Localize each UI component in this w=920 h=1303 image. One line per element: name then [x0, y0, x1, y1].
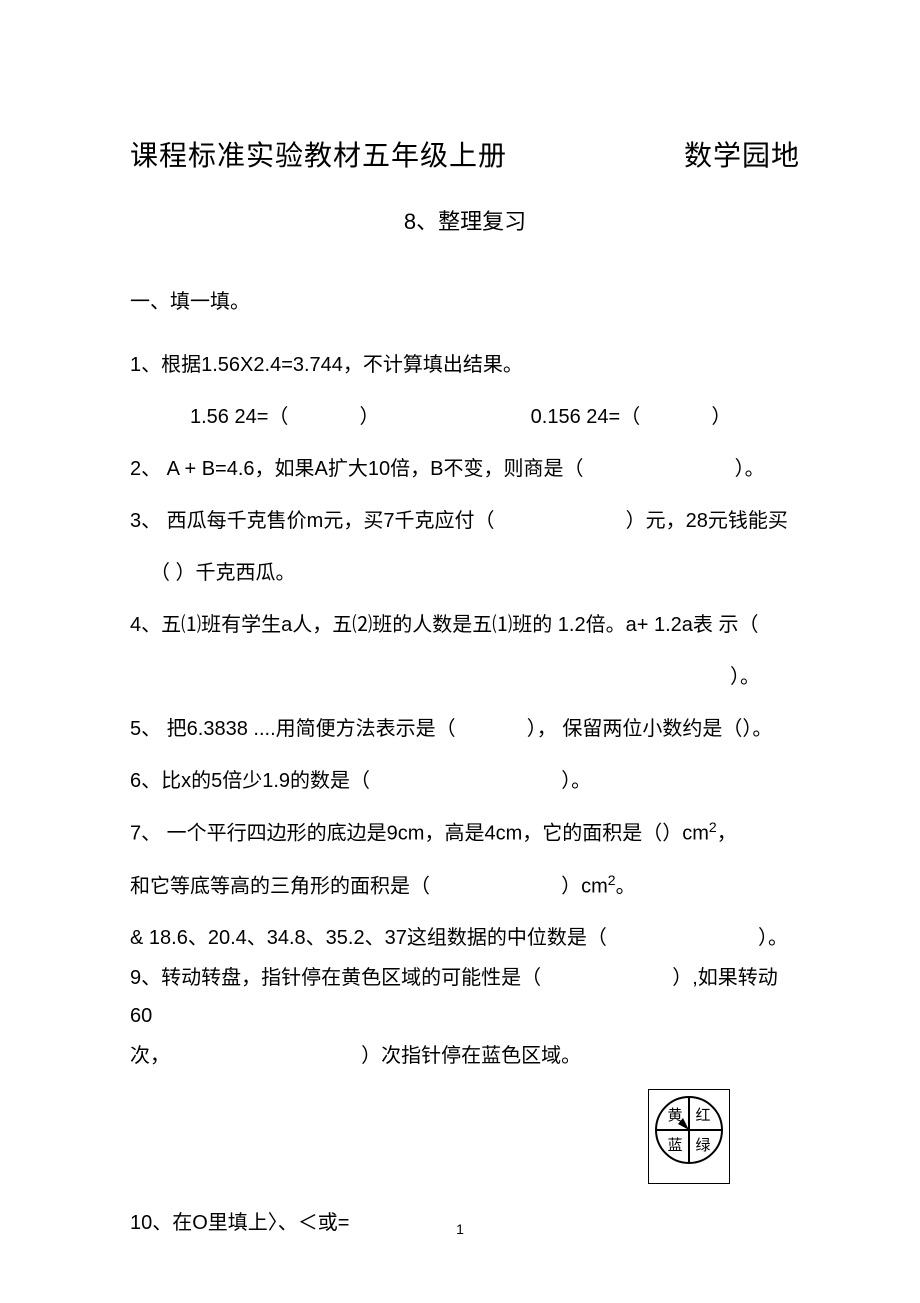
spinner-diagram: 黄 红 蓝 绿 — [648, 1089, 730, 1184]
question-1: 1、根据1.56X2.4=3.744，不计算填出结果。 — [130, 346, 800, 384]
svg-text:蓝: 蓝 — [667, 1137, 682, 1154]
q6-text: 6、比x的5倍少1.9的数是（ — [130, 770, 370, 792]
q8-text: & 18.6、20.4、34.8、35.2、37这组数据的中位数是（ — [130, 927, 607, 949]
q5-text: 5、 把6.3838 ....用简便方法表示是（ — [130, 718, 456, 740]
subtitle: 8、整理复习 — [130, 201, 800, 243]
q7-l2-b: ）cm — [561, 875, 608, 897]
title-left: 课程标准实验教材五年级上册 — [130, 130, 507, 183]
question-8: & 18.6、20.4、34.8、35.2、37这组数据的中位数是（ ）。 — [130, 919, 800, 957]
q3-mid: ）元，28元钱能买 — [626, 510, 788, 532]
q1-part-a: 1.56 24=（ — [190, 406, 288, 428]
question-2: 2、 A + B=4.6，如果A扩大10倍，B不变，则商是（ ）。 — [130, 450, 800, 488]
question-3-line2: （ ）千克西瓜。 — [130, 554, 800, 592]
q9b-b: ）次指针停在蓝色区域。 — [361, 1045, 581, 1067]
question-9a: 9、转动转盘，指针停在黄色区域的可能性是（ ）,如果转动60 — [130, 959, 800, 1035]
q7-l2-a: 和它等底等高的三角形的面积是（ — [130, 875, 430, 897]
q2-text: 2、 A + B=4.6，如果A扩大10倍，B不变，则商是（ — [130, 458, 583, 480]
svg-text:绿: 绿 — [695, 1137, 710, 1154]
page-number: 1 — [0, 1216, 920, 1243]
q7-sup: 2 — [709, 819, 717, 835]
q5-mid: ）， 保留两位小数约是（）。 — [527, 718, 773, 740]
title-right: 数学园地 — [684, 130, 800, 183]
q1-part-b: 0.156 24=（ — [531, 406, 641, 428]
svg-text:红: 红 — [695, 1107, 710, 1124]
question-4-close: ）。 — [130, 658, 800, 696]
question-4: 4、五⑴班有学生a人，五⑵班的人数是五⑴班的 1.2倍。a+ 1.2a表 示（ — [130, 606, 800, 644]
section-1-heading: 一、填一填。 — [130, 283, 800, 321]
question-7-line2: 和它等底等高的三角形的面积是（ ）cm2。 — [130, 867, 800, 906]
question-1-sub: 1.56 24=（ ） 0.156 24=（ ） — [130, 398, 800, 436]
q3-text: 3、 西瓜每千克售价m元，买7千克应付（ — [130, 510, 494, 532]
q6-close: ）。 — [561, 770, 591, 792]
q9a-text: 9、转动转盘，指针停在黄色区域的可能性是（ — [130, 967, 541, 989]
q7-l2-close: 。 — [616, 875, 636, 897]
q8-close: ）。 — [758, 927, 788, 949]
question-3: 3、 西瓜每千克售价m元，买7千克应付（ ）元，28元钱能买 — [130, 502, 800, 540]
q2-close: ）。 — [735, 458, 765, 480]
q9b-a: 次， — [130, 1045, 170, 1067]
q1-part-b-close: ） — [711, 406, 731, 428]
q7-comma: ， — [717, 823, 737, 845]
question-5: 5、 把6.3838 ....用简便方法表示是（ ）， 保留两位小数约是（）。 — [130, 710, 800, 748]
q7-text: 7、 一个平行四边形的底边是9cm，高是4cm，它的面积是（）cm — [130, 823, 709, 845]
question-6: 6、比x的5倍少1.9的数是（ ）。 — [130, 762, 800, 800]
question-9b: 次， ）次指针停在蓝色区域。 — [130, 1037, 800, 1075]
q7-l2-sup: 2 — [608, 872, 616, 888]
question-7: 7、 一个平行四边形的底边是9cm，高是4cm，它的面积是（）cm2， — [130, 814, 800, 853]
q1-part-a-close: ） — [360, 406, 380, 428]
